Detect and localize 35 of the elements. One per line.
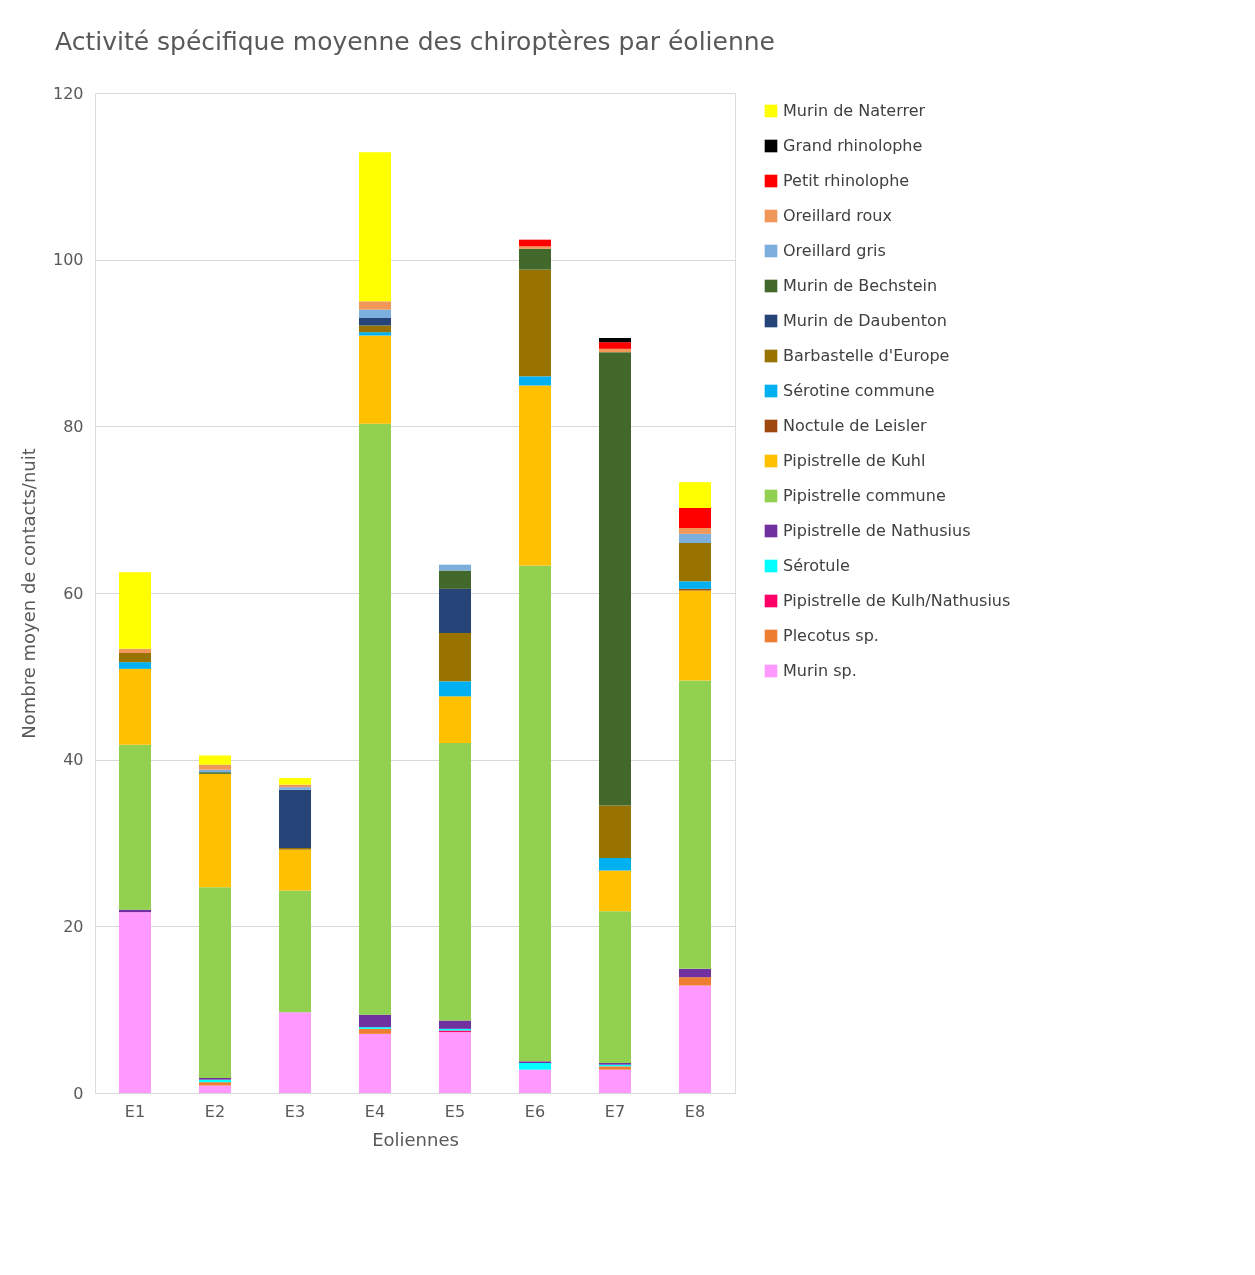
legend-label: Murin sp.: [783, 661, 857, 680]
legend-label: Noctule de Leisler: [783, 416, 927, 435]
x-tick-label: E2: [204, 1101, 226, 1121]
legend-label: Murin de Bechstein: [783, 276, 938, 295]
legend-label: Oreillard roux: [783, 206, 892, 225]
y-tick-label: 100: [52, 250, 84, 270]
legend-label: Pipistrelle de Nathusius: [783, 521, 971, 540]
y-tick-label: 60: [63, 583, 84, 603]
y-axis-title: Nombre moyen de contacts/nuit: [17, 448, 39, 739]
x-tick-label: E3: [284, 1101, 306, 1121]
legend-label: Barbastelle d'Europe: [783, 346, 950, 365]
legend-label: Sérotule: [783, 556, 850, 575]
x-axis-title: Eoliennes: [372, 1128, 459, 1150]
legend-label: Murin de Naterrer: [783, 101, 926, 120]
legend-label: Plecotus sp.: [783, 626, 879, 645]
y-tick-label: 120: [52, 83, 84, 103]
legend-label: Murin de Daubenton: [783, 311, 947, 330]
legend-label: Pipistrelle de Kuhl: [783, 451, 926, 470]
x-tick-label: E8: [684, 1101, 706, 1121]
legend-label: Pipistrelle commune: [783, 486, 946, 505]
x-tick-label: E6: [524, 1101, 546, 1121]
y-tick-label: 0: [73, 1083, 84, 1103]
legend-label: Sérotine commune: [783, 381, 935, 400]
x-tick-label: E5: [444, 1101, 466, 1121]
x-tick-label: E7: [604, 1101, 626, 1121]
y-tick-label: 20: [63, 916, 84, 936]
legend-label: Pipistrelle de Kulh/Nathusius: [783, 591, 1011, 610]
legend-label: Petit rhinolophe: [783, 171, 910, 190]
y-tick-label: 40: [63, 750, 84, 770]
x-tick-label: E1: [124, 1101, 146, 1121]
x-tick-label: E4: [364, 1101, 386, 1121]
y-tick-label: 80: [63, 416, 84, 436]
legend-label: Oreillard gris: [783, 241, 886, 260]
legend-label: Grand rhinolophe: [783, 136, 923, 155]
chart-title: Activité spécifique moyenne des chiroptères par éolienne: [55, 27, 775, 56]
